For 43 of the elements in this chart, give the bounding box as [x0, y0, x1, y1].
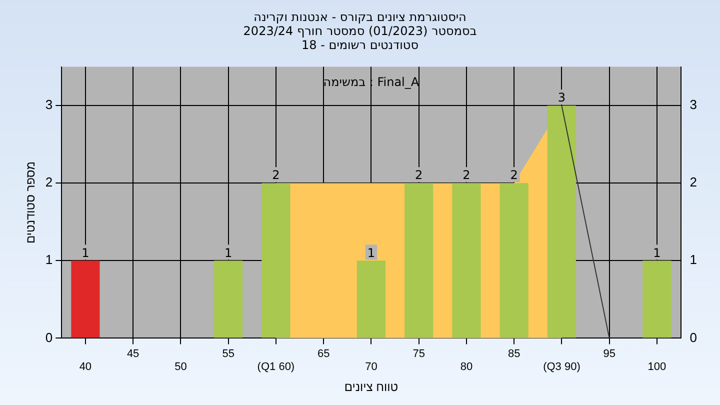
- bar: [404, 183, 434, 338]
- data-label: 2: [415, 168, 423, 182]
- x-tick-label: 85: [508, 348, 520, 360]
- x-tick-label: 70: [365, 361, 378, 374]
- x-axis-title: טווח ציונים: [344, 380, 398, 394]
- bar: [642, 260, 672, 338]
- y2-tick-label: 0: [690, 330, 698, 345]
- data-label: 1: [653, 246, 661, 260]
- y-tick-label: 0: [45, 330, 53, 345]
- bar: [547, 106, 576, 338]
- x-tick-label: 50: [174, 361, 187, 374]
- data-label: 2: [462, 168, 470, 182]
- x-tick-label: 40: [79, 361, 92, 374]
- x-tick-label: 80: [460, 361, 473, 374]
- bar: [452, 183, 481, 338]
- bar: [71, 260, 100, 338]
- bar: [356, 260, 386, 338]
- data-label: 3: [558, 90, 566, 105]
- y-tick-label: 3: [45, 97, 53, 112]
- y-tick-label: 2: [45, 174, 53, 190]
- y2-tick-label: 1: [690, 252, 698, 268]
- data-label: 1: [224, 246, 232, 260]
- y2-tick-label: 2: [690, 174, 698, 190]
- data-label: 2: [510, 168, 518, 182]
- x-tick-label: (Q3 90): [543, 361, 580, 374]
- chart-title: היסטוגרמת ציונים בקורס - אנטנות וקרינה: [252, 10, 468, 24]
- data-label: 1: [82, 246, 90, 260]
- x-tick-label: 100: [648, 361, 666, 374]
- x-tick-label: (Q1 60): [257, 361, 295, 374]
- y2-tick-label: 3: [690, 97, 698, 112]
- data-label: 2: [272, 168, 280, 182]
- x-tick-label: 75: [412, 348, 425, 360]
- x-tick-label: 45: [126, 348, 140, 360]
- x-tick-label: 65: [317, 348, 330, 360]
- data-label: 1: [367, 246, 376, 260]
- bar: [214, 260, 243, 338]
- y-tick-label: 1: [45, 252, 53, 268]
- bar: [500, 183, 528, 338]
- y-axis-title: מספר סטודנטים: [24, 161, 38, 244]
- x-tick-label: 95: [603, 348, 616, 360]
- bar: [262, 183, 290, 338]
- chart-subtitle: בסמסטר (01/2023) סמסטר חורף 2023/24 סטודנטים רשומים - 18: [242, 24, 478, 52]
- x-tick-label: 55: [222, 348, 234, 360]
